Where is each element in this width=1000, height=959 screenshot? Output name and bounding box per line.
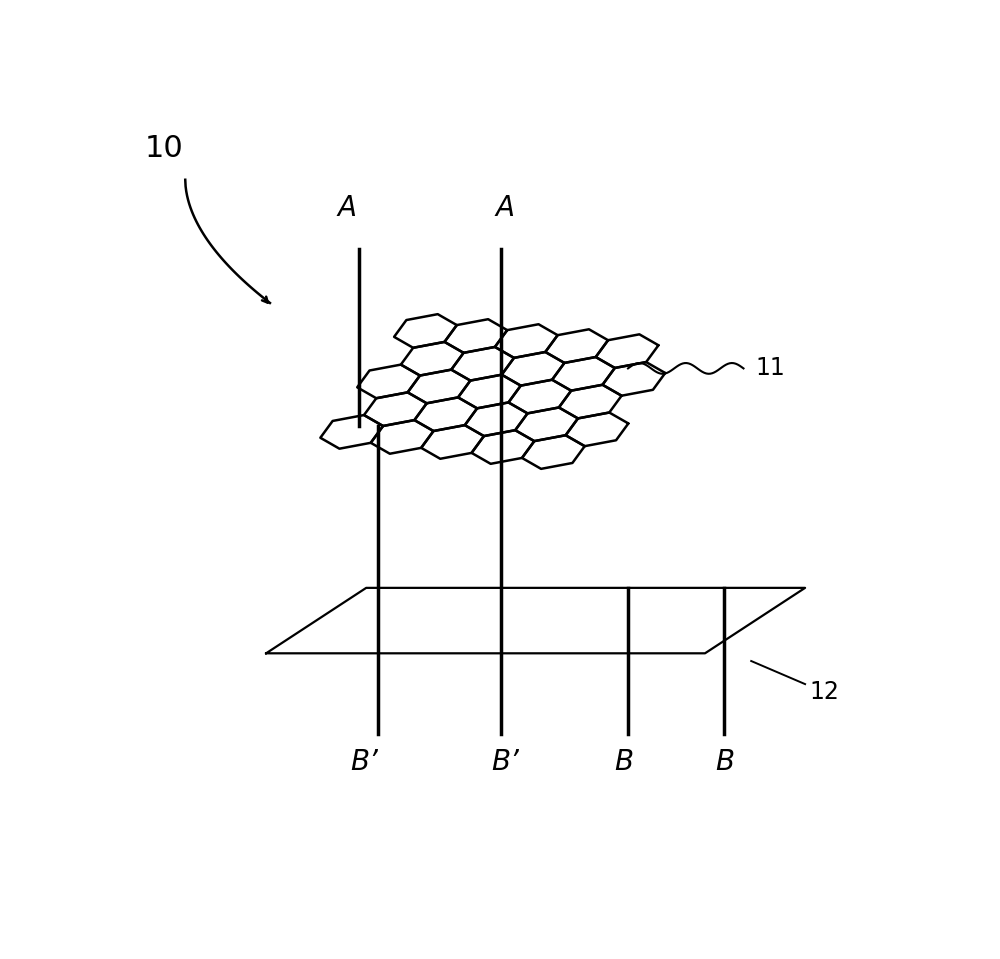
Text: 12: 12	[809, 680, 839, 704]
Text: B’: B’	[491, 748, 519, 776]
Text: A: A	[495, 194, 514, 222]
Text: 10: 10	[144, 133, 183, 163]
Text: B: B	[615, 748, 634, 776]
Text: B’: B’	[350, 748, 378, 776]
Text: B: B	[715, 748, 734, 776]
Text: A: A	[337, 194, 356, 222]
Text: 11: 11	[755, 357, 785, 381]
